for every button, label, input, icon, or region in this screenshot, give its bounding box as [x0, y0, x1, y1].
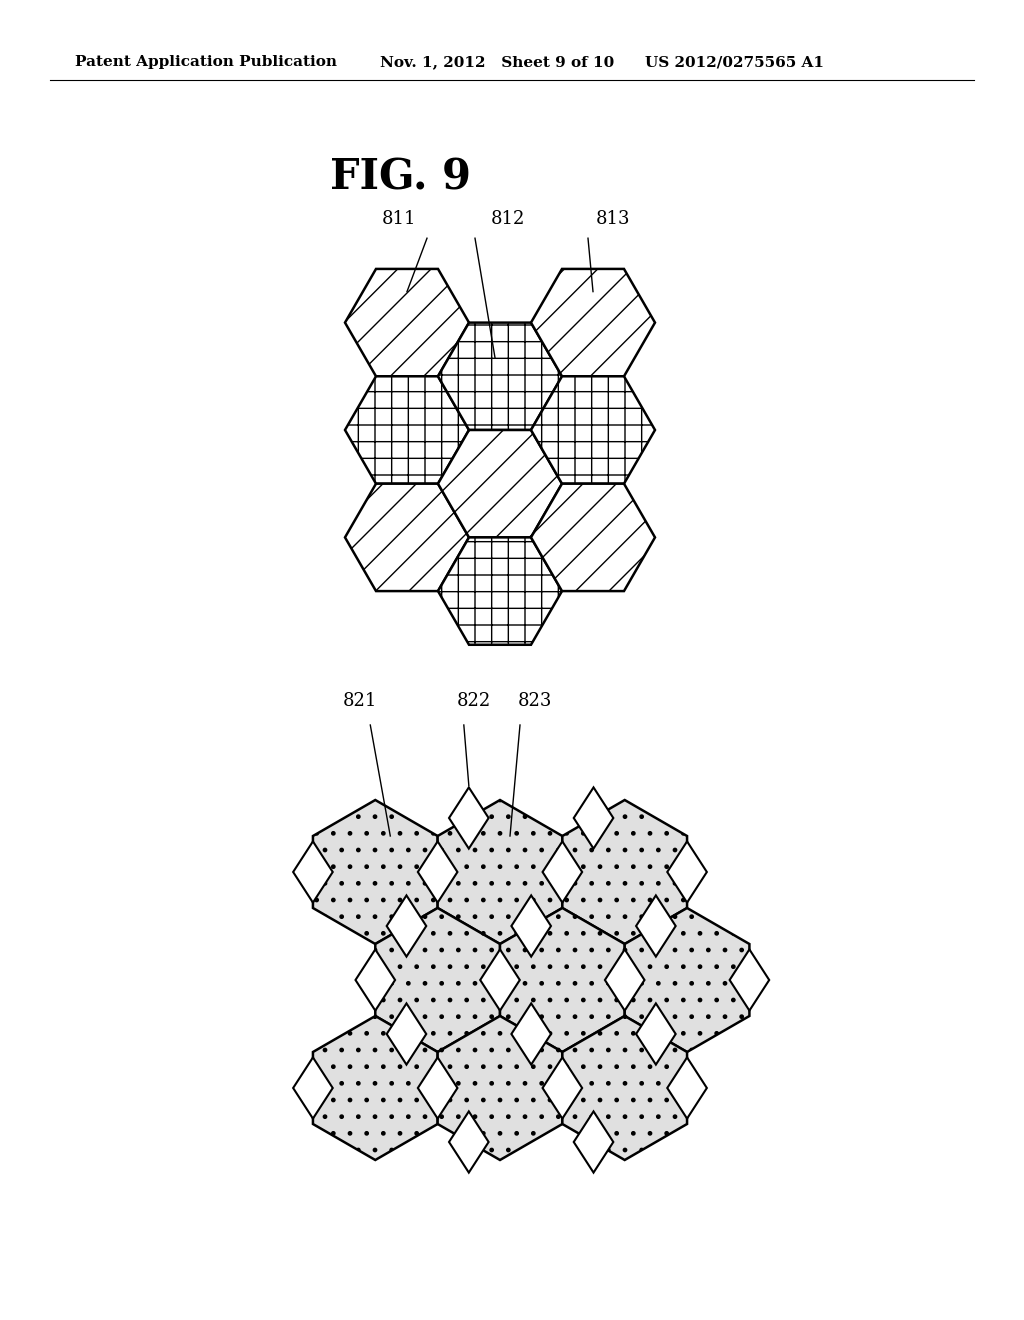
- Text: 811: 811: [382, 210, 416, 228]
- Polygon shape: [437, 1016, 562, 1160]
- Polygon shape: [438, 322, 562, 430]
- Polygon shape: [636, 895, 676, 957]
- Polygon shape: [730, 949, 769, 1011]
- Polygon shape: [531, 269, 655, 376]
- Polygon shape: [625, 908, 750, 1052]
- Polygon shape: [387, 1003, 426, 1065]
- Polygon shape: [449, 1111, 488, 1172]
- Polygon shape: [438, 430, 562, 537]
- Polygon shape: [511, 1003, 551, 1065]
- Polygon shape: [313, 1016, 437, 1160]
- Polygon shape: [293, 841, 333, 903]
- Polygon shape: [293, 1057, 333, 1118]
- Polygon shape: [480, 949, 520, 1011]
- Polygon shape: [375, 908, 500, 1052]
- Polygon shape: [531, 483, 655, 591]
- Text: Patent Application Publication: Patent Application Publication: [75, 55, 337, 69]
- Polygon shape: [562, 1016, 687, 1160]
- Polygon shape: [668, 841, 707, 903]
- Text: 813: 813: [596, 210, 630, 228]
- Polygon shape: [418, 1057, 458, 1118]
- Polygon shape: [345, 483, 469, 591]
- Polygon shape: [437, 800, 562, 944]
- Text: Nov. 1, 2012   Sheet 9 of 10: Nov. 1, 2012 Sheet 9 of 10: [380, 55, 614, 69]
- Polygon shape: [562, 800, 687, 944]
- Text: 812: 812: [490, 210, 525, 228]
- Polygon shape: [345, 269, 469, 376]
- Polygon shape: [500, 908, 625, 1052]
- Polygon shape: [543, 841, 583, 903]
- Polygon shape: [418, 841, 458, 903]
- Polygon shape: [387, 895, 426, 957]
- Polygon shape: [438, 537, 562, 644]
- Polygon shape: [449, 788, 488, 849]
- Polygon shape: [573, 788, 613, 849]
- Polygon shape: [355, 949, 395, 1011]
- Text: FIG. 9: FIG. 9: [330, 157, 470, 199]
- Polygon shape: [313, 800, 437, 944]
- Text: 822: 822: [457, 692, 490, 710]
- Polygon shape: [573, 1111, 613, 1172]
- Polygon shape: [511, 895, 551, 957]
- Polygon shape: [543, 1057, 583, 1118]
- Polygon shape: [668, 1057, 707, 1118]
- Text: 823: 823: [518, 692, 552, 710]
- Text: US 2012/0275565 A1: US 2012/0275565 A1: [645, 55, 824, 69]
- Polygon shape: [605, 949, 644, 1011]
- Text: 821: 821: [343, 692, 378, 710]
- Polygon shape: [345, 376, 469, 483]
- Polygon shape: [531, 376, 655, 483]
- Polygon shape: [636, 1003, 676, 1065]
